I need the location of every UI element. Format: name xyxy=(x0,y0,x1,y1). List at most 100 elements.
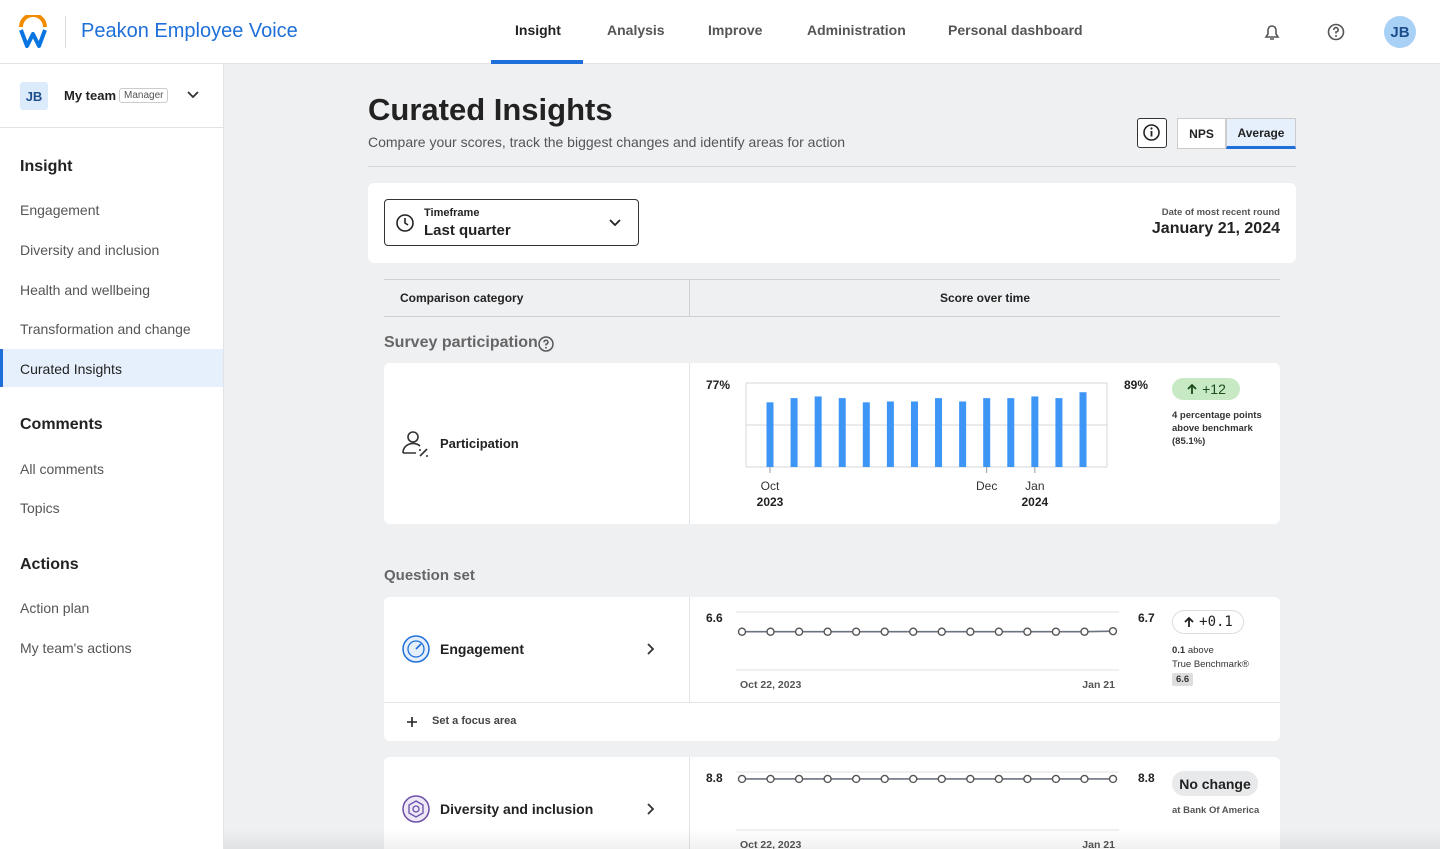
row-name[interactable]: Diversity and inclusion xyxy=(440,801,594,817)
bar xyxy=(862,402,870,467)
nav-item[interactable]: Administration xyxy=(807,22,906,38)
point xyxy=(851,774,861,784)
nav-link[interactable]: Action plan xyxy=(20,600,90,616)
bar xyxy=(959,401,967,467)
nav-item[interactable]: Insight xyxy=(515,22,561,38)
chevron[interactable] xyxy=(186,90,200,100)
nav-indicator xyxy=(491,60,583,64)
x-tick-label: Jan 21 xyxy=(1082,839,1115,849)
point xyxy=(737,774,747,784)
start-label: 8.8 xyxy=(706,771,723,785)
x-tick-label: Oct 22, 2023 xyxy=(740,679,801,691)
delta-badge: +12 xyxy=(1172,378,1240,400)
active-bg xyxy=(0,349,223,387)
x-tick-label: Oct xyxy=(761,479,780,493)
row-name[interactable]: Engagement xyxy=(440,641,525,657)
delta-badge: +0.1 xyxy=(1172,610,1244,634)
filter-card: Timeframe Last quarter Date of most rece… xyxy=(368,183,1296,263)
line-chart: Oct 22, 2023 Jan 21 6.6 6.7 xyxy=(706,611,1155,691)
page-title: Curated Insights xyxy=(368,92,613,127)
toggle-option[interactable]: Average xyxy=(1226,118,1296,149)
score-line xyxy=(742,630,1114,633)
nav-link[interactable]: Health and wellbeing xyxy=(20,282,150,298)
page-subtitle: Compare your scores, track the biggest c… xyxy=(368,134,846,150)
line-chart: Oct 22, 2023 Jan 21 8.8 8.8 xyxy=(706,771,1155,849)
nav-item[interactable]: Improve xyxy=(708,22,763,38)
help-icon[interactable] xyxy=(537,335,555,353)
section-title: Comments xyxy=(20,416,103,433)
column-header: Comparison category xyxy=(400,291,524,305)
section-title: Question set xyxy=(384,567,475,584)
point xyxy=(994,774,1004,784)
delta: +0.1 xyxy=(1199,614,1233,630)
nav-item[interactable]: Personal dashboard xyxy=(948,22,1083,38)
question-card: Diversity and inclusion Oct 22, 2023 Jan … xyxy=(384,757,1280,849)
question-card: Engagement Oct 22, 2023 Jan 21 6.6 6.7 +0.1… xyxy=(384,597,1280,741)
row-chevron[interactable] xyxy=(646,802,656,816)
point xyxy=(909,774,918,784)
point xyxy=(1051,627,1061,636)
toggle-option[interactable]: NPS xyxy=(1177,118,1226,149)
point xyxy=(880,774,889,784)
info-button[interactable] xyxy=(1137,118,1167,148)
bar xyxy=(1007,398,1015,467)
sidebar: JB My team Manager Insight Engagement Di… xyxy=(0,64,224,849)
bar xyxy=(814,396,822,467)
brand: Peakon Employee Voice xyxy=(81,20,298,42)
top-bar: Peakon Employee Voice Insight Analysis I… xyxy=(0,0,1440,64)
dropdown-value: Last quarter xyxy=(424,222,511,239)
nav-link[interactable]: Transformation and change xyxy=(20,321,191,337)
point xyxy=(766,774,775,784)
note: above xyxy=(1187,645,1214,656)
bar xyxy=(886,401,894,467)
point xyxy=(1080,627,1089,636)
logo xyxy=(19,15,47,48)
focus-link[interactable]: Set a focus area xyxy=(432,715,517,727)
point xyxy=(1051,774,1061,784)
point xyxy=(823,774,832,784)
point xyxy=(1108,774,1118,784)
end-label: 6.7 xyxy=(1138,611,1155,625)
x-tick-year: 2024 xyxy=(1021,495,1048,509)
bar xyxy=(935,398,943,467)
section-title: Actions xyxy=(20,556,79,573)
team-name[interactable]: My team xyxy=(64,88,117,103)
timeframe-dropdown[interactable]: Timeframe Last quarter xyxy=(384,199,639,246)
nav-link[interactable]: Diversity and inclusion xyxy=(20,242,160,258)
nav-link[interactable]: Topics xyxy=(20,500,60,516)
table-header: Comparison category Score over time xyxy=(384,279,1280,317)
point xyxy=(737,627,747,636)
delta: +12 xyxy=(1202,381,1226,397)
bar xyxy=(1079,392,1087,467)
nav-link[interactable]: My team's actions xyxy=(20,640,132,656)
date: January 21, 2024 xyxy=(1151,220,1280,237)
row-chevron[interactable] xyxy=(646,642,656,656)
x-tick-label: Oct 22, 2023 xyxy=(740,839,801,849)
benchmark-note: 4 percentage points above benchmark (85.… xyxy=(1172,410,1262,447)
note-value: 0.1 xyxy=(1172,645,1186,656)
nav-link[interactable]: Curated Insights xyxy=(20,361,122,377)
point xyxy=(794,774,804,784)
help-icon[interactable] xyxy=(1326,22,1346,42)
avatar[interactable]: JB xyxy=(1384,16,1416,48)
nav-link[interactable]: All comments xyxy=(20,461,105,477)
section-title: Insight xyxy=(20,158,73,175)
end-label: 8.8 xyxy=(1138,771,1155,785)
bell-icon[interactable] xyxy=(1262,22,1282,42)
benchmark-note: at Bank Of America xyxy=(1172,805,1260,816)
nav-item[interactable]: Analysis xyxy=(607,22,665,38)
role-tag: Manager xyxy=(119,88,169,103)
x-tick-label: Jan 21 xyxy=(1082,679,1115,691)
x-tick-label: Jan xyxy=(1025,479,1044,493)
point xyxy=(880,627,889,636)
bar xyxy=(1055,398,1063,467)
point xyxy=(1108,626,1118,636)
point xyxy=(994,627,1004,636)
bar xyxy=(790,398,798,467)
dropdown-label: Timeframe xyxy=(424,207,480,219)
delta-badge: No change xyxy=(1172,771,1258,796)
nav-link[interactable]: Engagement xyxy=(20,202,100,218)
start-label: 6.6 xyxy=(706,611,723,625)
point xyxy=(966,774,975,784)
